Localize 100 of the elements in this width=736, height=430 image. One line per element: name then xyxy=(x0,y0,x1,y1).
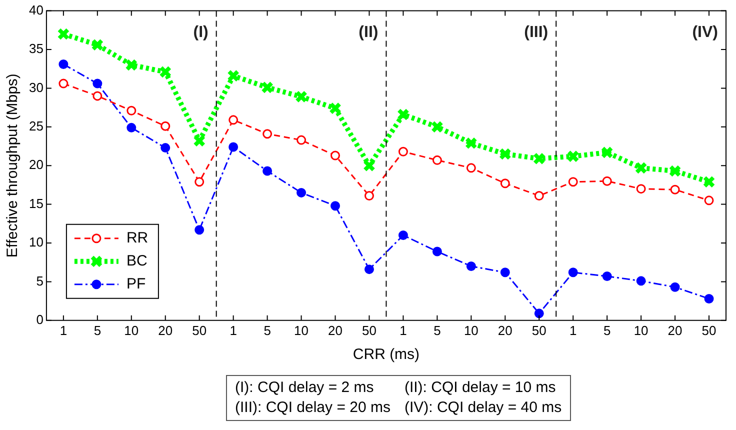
point xyxy=(568,268,578,278)
point xyxy=(464,136,478,150)
point xyxy=(125,58,138,72)
point xyxy=(92,78,102,88)
y-axis-title: Effective throughput (Mbps) xyxy=(4,74,22,258)
x-tick-label: 10 xyxy=(294,322,309,338)
point xyxy=(329,102,342,115)
x-tick-label: 5 xyxy=(603,322,611,338)
x-tick-label: 50 xyxy=(192,322,207,338)
x-tick-label: 1 xyxy=(400,322,407,338)
point xyxy=(602,176,612,186)
y-tick-label: 20 xyxy=(28,157,44,172)
point xyxy=(636,184,646,194)
point xyxy=(364,264,374,274)
point xyxy=(92,91,102,101)
point xyxy=(262,166,272,176)
point xyxy=(398,230,408,240)
annotation: (II) xyxy=(358,24,378,42)
y-tick-label: 10 xyxy=(28,234,44,250)
x-tick-label: 20 xyxy=(158,322,173,338)
x-tick-label: 50 xyxy=(362,322,376,338)
point xyxy=(432,246,442,256)
point xyxy=(702,176,716,188)
y-tick-label: 5 xyxy=(36,273,44,288)
x-tick-label: 10 xyxy=(124,322,139,338)
x-tick-label: 1 xyxy=(569,322,577,338)
point xyxy=(396,108,410,121)
y-tick-label: 40 xyxy=(28,2,44,18)
point xyxy=(160,143,170,153)
x-tick-label: 1 xyxy=(60,322,68,338)
point xyxy=(296,135,306,145)
point xyxy=(262,129,272,139)
x-tick-label: 50 xyxy=(532,322,546,338)
y-tick-label: 30 xyxy=(28,80,44,95)
y-tick-label: 0 xyxy=(36,312,44,327)
point xyxy=(58,59,68,69)
point xyxy=(636,276,646,286)
point xyxy=(534,308,544,318)
point xyxy=(398,146,408,156)
point xyxy=(126,106,136,116)
point xyxy=(228,142,238,152)
point xyxy=(159,66,172,78)
point xyxy=(261,81,274,94)
text: (III): CQI delay = 20 ms xyxy=(235,398,390,418)
point xyxy=(466,261,476,271)
x-tick-label: 20 xyxy=(498,322,512,338)
annotation: (I) xyxy=(193,24,208,42)
y-tick-label: 35 xyxy=(28,41,44,56)
point xyxy=(91,38,104,52)
point xyxy=(500,178,510,188)
point xyxy=(430,120,444,134)
legend-label: RR xyxy=(126,230,148,247)
point xyxy=(600,146,614,159)
x-tick-label: 1 xyxy=(230,322,237,338)
point xyxy=(498,148,512,160)
y-tick-label: 25 xyxy=(28,118,44,134)
point xyxy=(330,150,340,160)
text: (II): CQI delay = 10 ms xyxy=(404,378,557,398)
point xyxy=(58,78,68,88)
x-tick-label: 50 xyxy=(702,322,716,338)
point xyxy=(704,196,714,206)
point xyxy=(670,184,680,194)
text: (IV): CQI delay = 40 ms xyxy=(404,398,562,418)
x-tick-label: 5 xyxy=(94,322,102,338)
point xyxy=(227,70,240,82)
point xyxy=(568,177,578,187)
point xyxy=(704,294,714,304)
x-tick-label: 5 xyxy=(434,322,441,338)
point xyxy=(295,90,308,103)
point xyxy=(432,155,442,165)
legend-label: PF xyxy=(126,276,146,293)
annotation: (III) xyxy=(524,24,548,42)
point xyxy=(228,115,238,125)
point xyxy=(602,272,612,282)
y-tick-label: 15 xyxy=(28,196,44,211)
point xyxy=(194,225,204,235)
point xyxy=(57,28,70,40)
point xyxy=(566,150,580,163)
point xyxy=(193,134,206,148)
annotation: (IV) xyxy=(692,24,718,42)
point xyxy=(364,191,374,201)
point xyxy=(500,268,510,278)
text: (I): CQI delay = 2 ms xyxy=(235,378,375,398)
x-tick-label: 10 xyxy=(634,322,648,338)
x-tick-label: 20 xyxy=(668,322,682,338)
point xyxy=(160,121,170,131)
x-tick-label: 20 xyxy=(328,322,342,338)
point xyxy=(668,164,682,178)
point xyxy=(634,162,648,174)
x-tick-label: 10 xyxy=(464,322,478,338)
point xyxy=(534,191,544,201)
x-axis-title: CRR (ms) xyxy=(352,346,420,364)
point xyxy=(296,188,306,198)
point xyxy=(466,163,476,173)
point xyxy=(126,122,136,132)
point xyxy=(330,201,340,211)
point xyxy=(532,152,546,165)
point xyxy=(670,282,680,292)
x-tick-label: 5 xyxy=(264,322,271,338)
point xyxy=(194,177,204,187)
